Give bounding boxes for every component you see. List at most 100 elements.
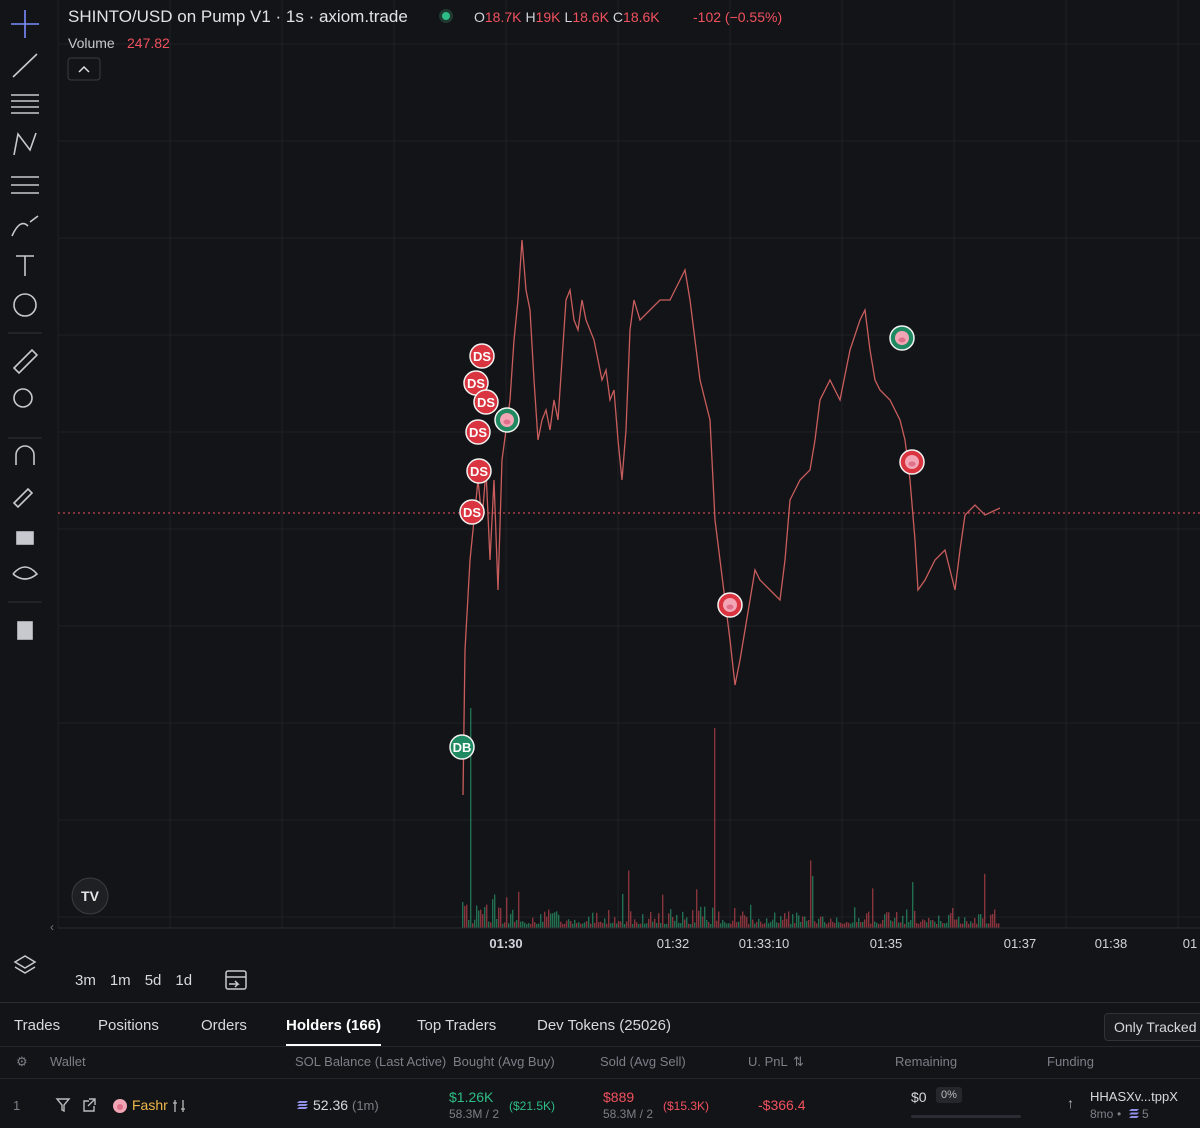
funding-sep: • (1117, 1107, 1122, 1121)
tab[interactable]: Holders (166) (286, 1017, 382, 1046)
volume-bar (614, 917, 616, 928)
volume-bar (984, 873, 986, 928)
volume-bar (628, 870, 630, 928)
volume-bar (988, 923, 990, 928)
volume-bar (562, 923, 564, 928)
volume-bar (900, 922, 902, 928)
change: -102 (−0.55%) (693, 9, 783, 25)
trade-marker[interactable] (449, 734, 475, 760)
column-header: Remaining (895, 1054, 958, 1069)
volume-bar (986, 923, 988, 928)
trade-marker[interactable] (469, 343, 495, 369)
volume-bar (464, 906, 466, 928)
collapse-icon[interactable]: ‹ (50, 920, 54, 934)
trade-marker[interactable] (466, 458, 492, 484)
volume-bar (742, 911, 744, 928)
timeframe[interactable]: 1m (109, 972, 131, 989)
volume-bar (580, 923, 582, 928)
volume-bar (970, 921, 972, 928)
calendar-icon[interactable] (225, 970, 247, 990)
wallet-name[interactable]: Fashr (132, 1097, 168, 1113)
volume-bar (914, 910, 916, 928)
collapse-button[interactable] (67, 57, 101, 81)
volume-bar (912, 882, 914, 928)
column-header: Bought (Avg Buy) (453, 1054, 555, 1069)
volume-bar (954, 919, 956, 928)
volume-bar (708, 922, 710, 928)
volume-bar (796, 912, 798, 928)
funding-count: 5 (1142, 1107, 1149, 1121)
tab[interactable]: Top Traders (417, 1017, 497, 1034)
tab[interactable]: Orders (201, 1017, 247, 1034)
volume-bar (752, 919, 754, 928)
volume-bar (920, 921, 922, 928)
x-tick-label: 01:33:10 (739, 936, 790, 951)
volume-bar (824, 922, 826, 928)
only-tracked-button[interactable]: Only Tracked (1104, 1013, 1200, 1041)
volume-bar (860, 922, 862, 928)
volume-bar (948, 914, 950, 928)
volume-bar (980, 914, 982, 928)
volume-bar (782, 919, 784, 928)
tab[interactable]: Positions (98, 1017, 159, 1034)
volume-bar (650, 912, 652, 928)
timeframe[interactable]: 5d (144, 972, 162, 989)
volume-bar (486, 904, 488, 928)
tool-fib (11, 176, 39, 194)
volume-bar (766, 918, 768, 928)
funding-wallet[interactable]: HHASXv...tppX (1090, 1089, 1178, 1104)
trade-marker[interactable] (459, 499, 485, 525)
volume-bar (570, 921, 572, 928)
volume-bar (998, 923, 1000, 928)
volume-bar (880, 923, 882, 928)
volume-bar (474, 919, 476, 928)
trade-marker[interactable] (465, 419, 491, 445)
volume-bar (556, 911, 558, 928)
volume-bar (834, 922, 836, 928)
timeframe[interactable]: 1d (175, 972, 193, 989)
volume-bar (926, 922, 928, 928)
volume-bar (484, 907, 486, 928)
settings-icon[interactable]: ⚙ (16, 1054, 28, 1069)
volume-bar (536, 923, 538, 928)
volume-bar (494, 894, 496, 928)
volume-bar (718, 911, 720, 928)
trade-marker[interactable] (473, 389, 499, 415)
layers-icon[interactable] (13, 955, 37, 974)
volume-bar (610, 923, 612, 928)
volume-bar (908, 922, 910, 928)
sol-icon (297, 1101, 308, 1109)
volume-bar (548, 909, 550, 928)
volume-bar (848, 922, 850, 928)
volume-bar (698, 910, 700, 928)
volume-bar (734, 907, 736, 928)
volume-bar (814, 921, 816, 928)
volume-bar (530, 923, 532, 928)
column-header: U. PnL (748, 1054, 788, 1069)
volume-bar (854, 907, 856, 928)
volume-bar (736, 922, 738, 928)
volume-bar (962, 923, 964, 928)
tab[interactable]: Trades (14, 1017, 61, 1034)
sort-icon: ⇅ (793, 1054, 804, 1069)
tv-logo[interactable] (71, 877, 109, 915)
grid (57, 0, 1200, 928)
volume-bar (806, 920, 808, 928)
x-tick-label: 01:38 (1095, 936, 1128, 951)
remaining: $0 (911, 1089, 927, 1105)
volume-bar (822, 916, 824, 928)
volume-bar (800, 921, 802, 928)
volume-bar (612, 922, 614, 928)
volume-bar (804, 916, 806, 928)
filter-icon[interactable] (55, 1098, 71, 1113)
volume-bar (542, 921, 544, 928)
volume-bar (584, 922, 586, 928)
timeframe[interactable]: 3m (75, 972, 96, 989)
volume-bars (462, 708, 1000, 928)
volume-bar (534, 922, 536, 928)
ohlc-value: 18.7K (484, 9, 522, 25)
compare-icon[interactable] (172, 1099, 186, 1113)
tab[interactable]: Dev Tokens (25026) (537, 1017, 671, 1034)
open-icon[interactable] (83, 1098, 96, 1112)
